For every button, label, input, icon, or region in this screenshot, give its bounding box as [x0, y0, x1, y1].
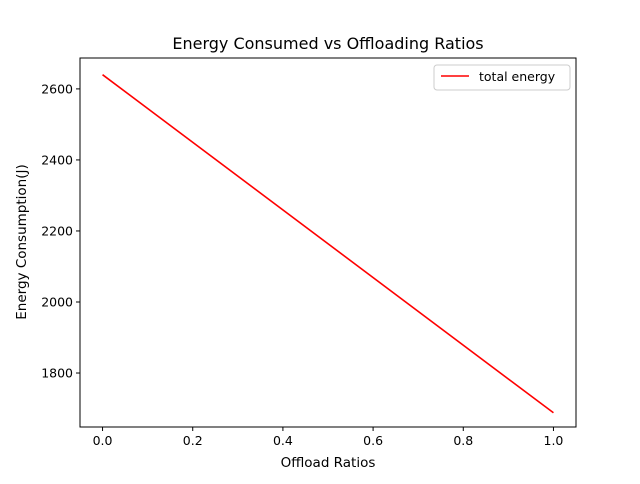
y-tick-label: 2000	[41, 294, 73, 309]
series-layer	[102, 74, 554, 414]
x-tick-label: 0.4	[273, 433, 293, 448]
legend: total energy	[433, 64, 571, 91]
y-tick-label: 2400	[41, 152, 73, 167]
x-tick-label: 0.0	[93, 433, 113, 448]
x-tick-label: 0.6	[363, 433, 383, 448]
x-axis-label: Offload Ratios	[281, 455, 376, 471]
series-line-total-energy	[102, 74, 554, 414]
y-tick-label: 1800	[41, 366, 73, 381]
x-tick-label: 1.0	[544, 433, 564, 448]
x-tick-label: 0.8	[453, 433, 473, 448]
legend-label-total-energy: total energy	[479, 69, 556, 84]
y-axis: 1800 2000 2200 2400 2600	[41, 81, 80, 381]
chart-title: Energy Consumed vs Offloading Ratios	[172, 34, 483, 53]
y-tick-label: 2200	[41, 223, 73, 238]
x-tick-label: 0.2	[183, 433, 203, 448]
legend-box	[433, 64, 571, 91]
x-axis: 0.0 0.2 0.4 0.6 0.8 1.0	[93, 427, 564, 448]
y-tick-label: 2600	[41, 81, 73, 96]
y-axis-label: Energy Consumption(J)	[14, 164, 30, 319]
